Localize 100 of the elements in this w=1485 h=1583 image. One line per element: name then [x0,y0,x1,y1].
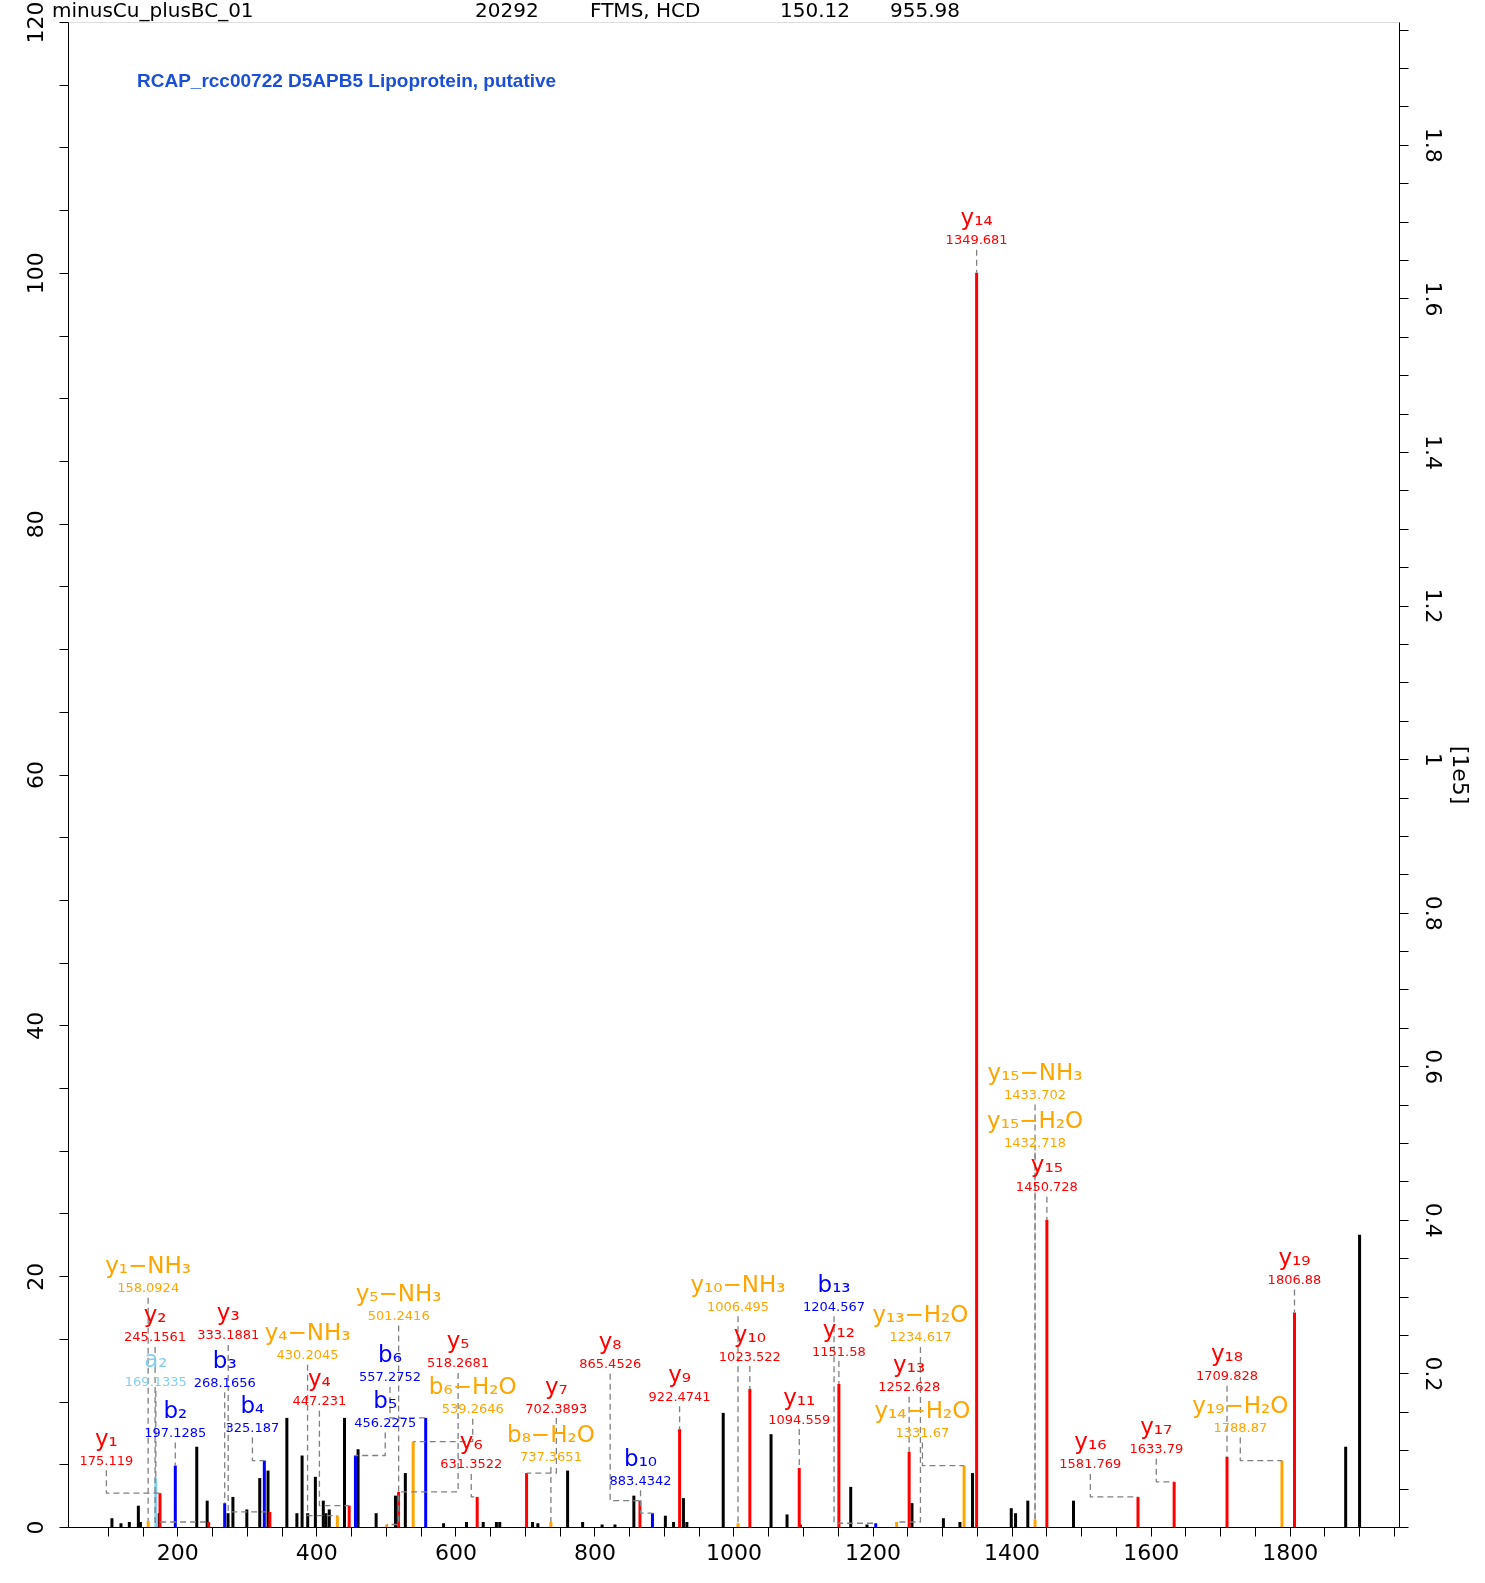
y2-tick-label: 0.8 [1420,895,1446,931]
annotation: b₄ [240,1392,265,1419]
annotation: 518.2681 [427,1355,490,1371]
annotation: 268.1656 [193,1374,256,1390]
annotation: b₂ [163,1397,188,1424]
annotation: 922.4741 [648,1388,711,1404]
annotation: b₆−H₂O [428,1373,517,1400]
annotation: 1151.58 [812,1343,866,1359]
x-tick-label: 200 [156,1539,199,1565]
y2-tick-label: 1.2 [1420,588,1446,624]
annotation: 865.4526 [579,1356,642,1372]
annotation: 430.2045 [276,1347,339,1363]
annotation: 1331.67 [895,1425,950,1441]
annotation: b₁₀ [624,1444,658,1471]
annotation: y₈ [598,1328,622,1355]
text: 150.12 [780,0,850,22]
annotation: y₁₄ [960,204,993,231]
text: minusCu_plusBC_01 [52,0,254,22]
annotation: y₁₁ [783,1383,816,1410]
y-tick-label: 20 [22,1262,48,1291]
annotation: 158.0924 [117,1280,180,1296]
annotation: 325.187 [225,1420,280,1436]
annotation: 175.119 [79,1452,134,1468]
annotation: y₁₅ [1030,1151,1063,1178]
text: RCAP_rcc00722 D5APB5 Lipoprotein, putative [137,70,557,91]
x-tick-label: 1200 [845,1539,902,1565]
x-tick-label: 1600 [1123,1539,1180,1565]
x-tick-label: 800 [573,1539,616,1565]
annotation: b₆ [378,1341,402,1368]
annotation: 245.1561 [124,1329,187,1345]
annotation: 557.2752 [358,1369,421,1385]
text: FTMS, HCD [590,0,701,22]
annotation: y₉ [668,1360,692,1387]
annotation: 1450.728 [1015,1179,1078,1195]
y2-tick-label: 0.2 [1420,1356,1446,1392]
x-tick-label: 1800 [1262,1539,1319,1565]
annotation: 1094.559 [768,1411,831,1427]
annotation: y₅ [446,1327,470,1354]
y2-axis-title: [1e5] [1447,745,1473,805]
annotation: y₁₉−H₂O [1192,1392,1289,1419]
annotation: 1204.567 [803,1298,866,1314]
y2-tick-label: 1.4 [1420,435,1446,470]
y2-tick-label: 0.4 [1420,1202,1446,1238]
annotation: y₁₇ [1140,1413,1173,1440]
y2-tick-label: 1.6 [1420,281,1446,317]
annotation: y₃ [216,1299,240,1326]
y2-tick-label: 0.6 [1420,1049,1446,1085]
annotation: y₁ [94,1424,118,1451]
annotation: y₁₈ [1210,1340,1244,1367]
x-tick-label: 600 [434,1539,477,1565]
y-tick-label: 120 [22,1,48,44]
annotation: 1349.681 [945,232,1008,248]
annotation: 1788.87 [1213,1420,1268,1436]
annotation: 197.1285 [144,1425,207,1441]
annotation: 737.3651 [519,1449,582,1465]
annotation: 883.4342 [609,1472,672,1488]
annotation: 1234.617 [889,1329,952,1345]
annotation: y₄−NH₃ [264,1319,351,1346]
annotation: 447.231 [292,1393,347,1409]
annotation: b₈−H₂O [507,1421,595,1448]
x-tick-label: 1000 [706,1539,762,1565]
x-tick-label: 1400 [984,1539,1041,1565]
annotation: 333.1881 [197,1327,260,1343]
annotation: 631.3522 [440,1456,503,1472]
annotation: y₁−NH₃ [105,1252,192,1279]
annotation: 1633.79 [1129,1441,1184,1457]
y-tick-label: 40 [22,1011,48,1040]
x-tick-label: 400 [295,1539,338,1565]
annotation: 1581.769 [1059,1456,1122,1472]
annotation: 169.1335 [124,1373,187,1389]
annotation: b₅ [373,1387,398,1414]
annotation: 1433.702 [1004,1086,1067,1102]
annotation: y₁₃−H₂O [872,1301,969,1328]
annotation: y₆ [459,1428,483,1455]
annotation: y₁₂ [822,1315,855,1342]
y2-tick-label: 1.8 [1420,127,1446,163]
annotation: 1709.828 [1196,1368,1259,1384]
annotation: 456.2275 [354,1415,417,1431]
annotation: b₁₃ [817,1270,851,1297]
annotation: y₁₆ [1074,1428,1107,1455]
annotation: y₁₄−H₂O [874,1397,971,1424]
annotation: 501.2416 [367,1307,430,1323]
annotation: 1806.88 [1267,1272,1322,1288]
annotation: y₁₅−NH₃ [987,1058,1083,1085]
annotation: y₁₀ [733,1320,766,1347]
annotation: y₅−NH₃ [355,1279,442,1306]
annotation: y₁₅−H₂O [987,1106,1084,1133]
annotation: 539.2646 [441,1401,504,1417]
annotation: 1432.718 [1004,1134,1067,1150]
annotation: 702.3893 [525,1400,588,1416]
y-tick-label: 0 [22,1520,48,1535]
annotation: y₁₀−NH₃ [690,1270,786,1297]
annotation: y₁₃ [893,1351,926,1378]
text: 955.98 [890,0,960,22]
y2-tick-label: 1 [1420,752,1446,767]
annotation: y₁₉ [1278,1244,1311,1271]
y-tick-label: 60 [22,761,48,789]
y-tick-label: 100 [22,252,48,295]
annotation: a₂ [144,1345,168,1372]
text: 20292 [475,0,539,22]
